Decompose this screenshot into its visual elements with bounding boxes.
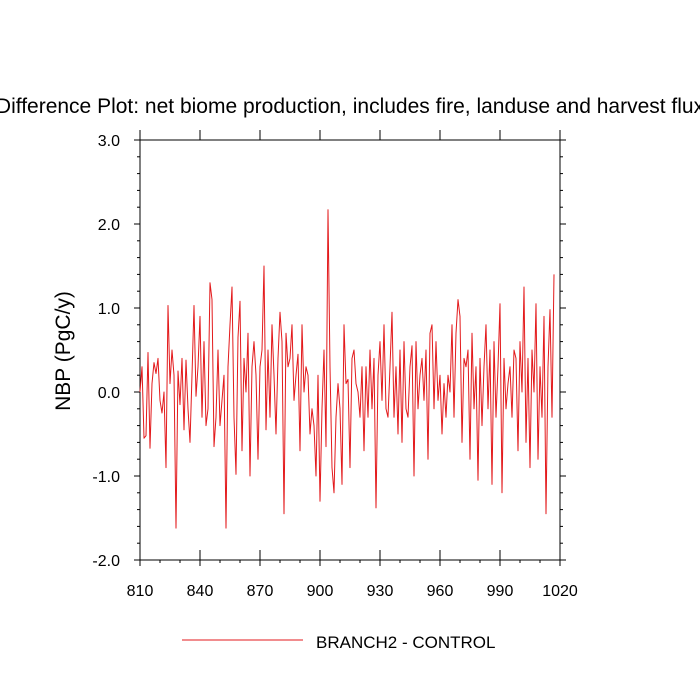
axis-ticks — [134, 130, 566, 566]
x-tick-label: 840 — [187, 583, 214, 600]
legend: BRANCH2 - CONTROL — [182, 633, 495, 652]
x-tick-label: 810 — [127, 583, 154, 600]
y-axis-label: NBP (PgC/y) — [52, 291, 75, 411]
y-tick-label: -2.0 — [92, 553, 120, 570]
legend-label: BRANCH2 - CONTROL — [316, 633, 495, 652]
x-tick-label: 930 — [367, 583, 394, 600]
series-line-branch2-control — [139, 209, 555, 529]
y-tick-label: 0.0 — [98, 385, 120, 402]
y-tick-label: 2.0 — [98, 217, 120, 234]
plot-frame — [139, 139, 561, 561]
x-tick-label: 960 — [427, 583, 454, 600]
x-tick-label: 870 — [247, 583, 274, 600]
x-tick-label: 990 — [487, 583, 514, 600]
y-tick-label: 3.0 — [98, 133, 120, 150]
axis-tick-labels: 810 840 870 900 930 960 990 1020 -2.0 -1.0 0.0 1.0 2… — [92, 133, 577, 600]
x-tick-label: 900 — [307, 583, 334, 600]
y-tick-label: 1.0 — [98, 301, 120, 318]
chart-title: Difference Plot: net biome production, i… — [0, 95, 700, 118]
y-tick-label: -1.0 — [92, 469, 120, 486]
x-tick-label: 1020 — [542, 583, 578, 600]
